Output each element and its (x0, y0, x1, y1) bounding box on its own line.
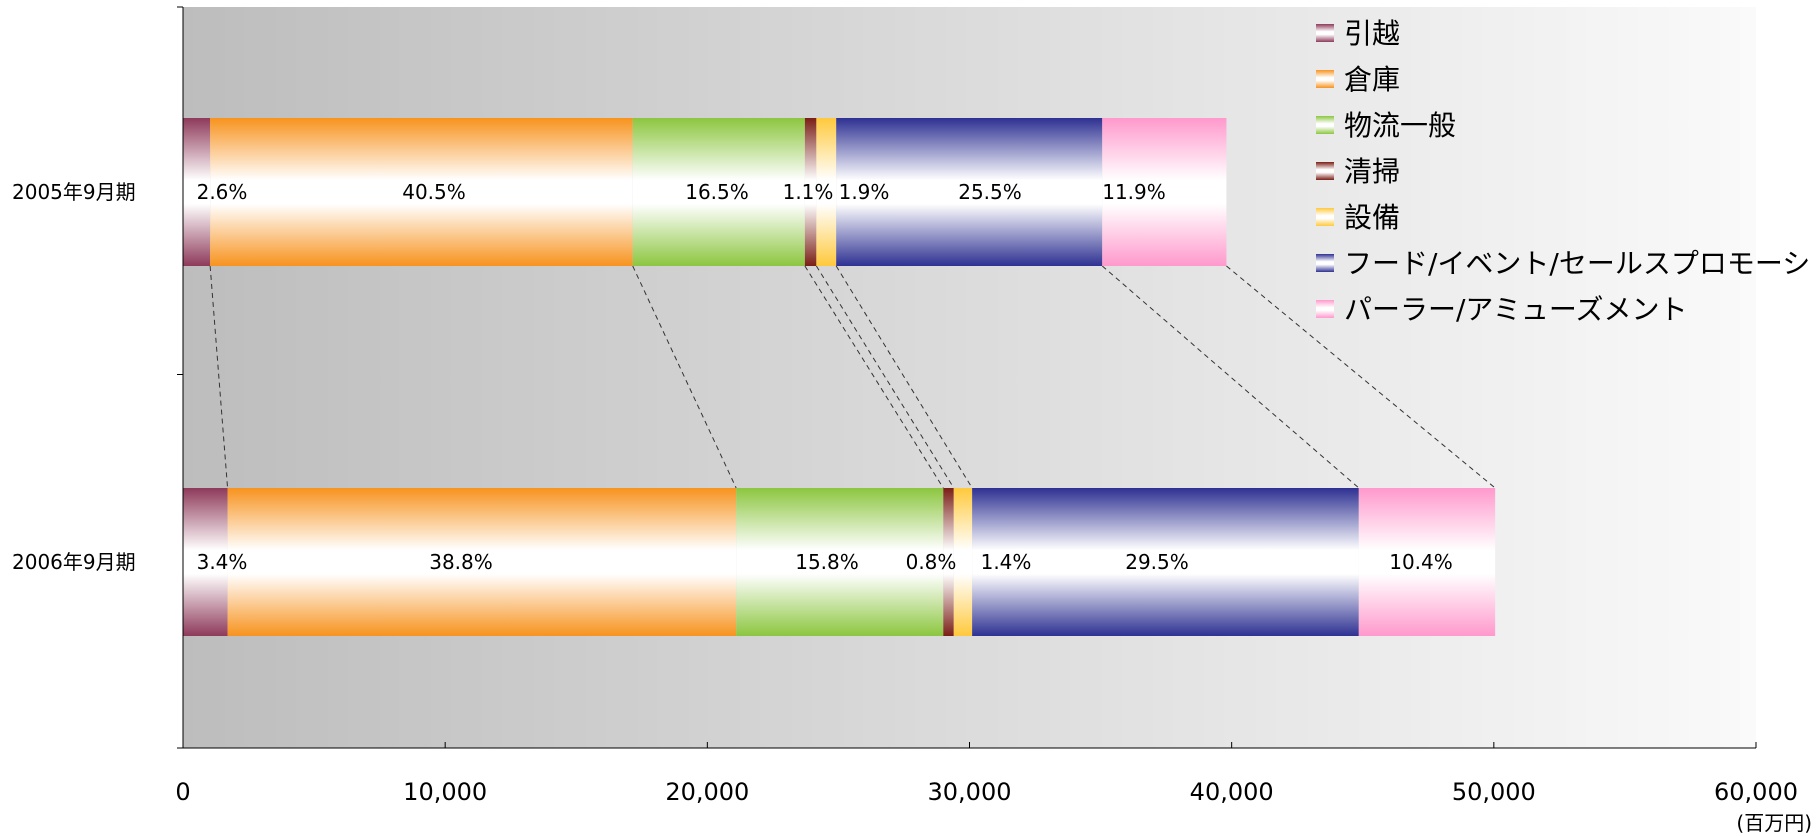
x-tick-label: 30,000 (928, 778, 1012, 806)
data-label: 11.9% (1102, 180, 1166, 204)
data-label: 3.4% (197, 550, 248, 574)
bar-segment (227, 488, 737, 636)
x-tick-label: 60,000 (1714, 778, 1798, 806)
bars: 2.6% 40.5% 16.5% 1.1% 1.9% 25.5% 11.9% 3.4% 38.8… (183, 118, 1496, 636)
data-label: 38.8% (429, 550, 493, 574)
data-label: 0.8% (906, 550, 957, 574)
connector-line (1226, 265, 1496, 489)
data-label: 29.5% (1125, 550, 1189, 574)
legend-item: パーラー/アミューズメント (1344, 293, 1687, 326)
data-label: 1.1% (783, 180, 834, 204)
bar-segment (183, 118, 211, 266)
x-tick-label: 10,000 (403, 778, 487, 806)
axes: 0 10,000 20,000 30,000 40,000 50,000 60,000 200… (12, 6, 1798, 806)
connector-line (209, 265, 229, 489)
data-label: 25.5% (958, 180, 1022, 204)
legend-swatch (1316, 208, 1334, 226)
bar-segment (972, 488, 1359, 636)
legend-swatch (1316, 162, 1334, 180)
data-label: 40.5% (402, 180, 466, 204)
category-label: 2005年9月期 (12, 180, 136, 204)
connector-line (632, 265, 737, 489)
bar-segment (736, 488, 944, 636)
legend-swatch (1316, 300, 1334, 318)
legend-swatch (1316, 116, 1334, 134)
legend-item: 清掃 (1344, 155, 1400, 188)
bar-segment (183, 488, 228, 636)
legend-swatch (1316, 70, 1334, 88)
x-tick-label: 40,000 (1190, 778, 1274, 806)
legend-item: 設備 (1344, 201, 1400, 234)
legend-swatch (1316, 24, 1334, 42)
x-tick-label: 0 (175, 778, 190, 806)
bar-segment (816, 118, 837, 266)
data-label: 16.5% (685, 180, 749, 204)
bar-segment (953, 488, 973, 636)
legend-swatch (1316, 254, 1334, 272)
x-tick-label: 20,000 (665, 778, 749, 806)
connector-line (835, 265, 973, 489)
category-label: 2006年9月期 (12, 550, 136, 574)
bar-segment (632, 118, 805, 266)
legend-item: 倉庫 (1344, 63, 1400, 96)
legend: 引越倉庫物流一般清掃設備フード/イベント/セールスプロモーションパーラー/アミュ… (1316, 17, 1816, 326)
data-label: 1.9% (839, 180, 890, 204)
data-label: 1.4% (981, 550, 1032, 574)
connector-lines (209, 265, 1496, 489)
bar-segment (943, 488, 954, 636)
connector-line (804, 265, 944, 489)
data-label: 10.4% (1389, 550, 1453, 574)
data-label: 2.6% (197, 180, 248, 204)
bar-segment (804, 118, 817, 266)
bar-segment (210, 118, 633, 266)
connector-line (1101, 265, 1360, 489)
bar-segment (1358, 488, 1496, 636)
bar-segment (1102, 118, 1227, 266)
bar-segment (836, 118, 1103, 266)
data-label: 15.8% (795, 550, 859, 574)
connector-line (815, 265, 955, 489)
legend-item: 引越 (1344, 17, 1400, 50)
x-tick-label: 50,000 (1452, 778, 1536, 806)
legend-item: 物流一般 (1344, 109, 1456, 142)
legend-item: フード/イベント/セールスプロモーション (1344, 247, 1816, 280)
x-axis-unit: (百万円) (1736, 811, 1812, 835)
